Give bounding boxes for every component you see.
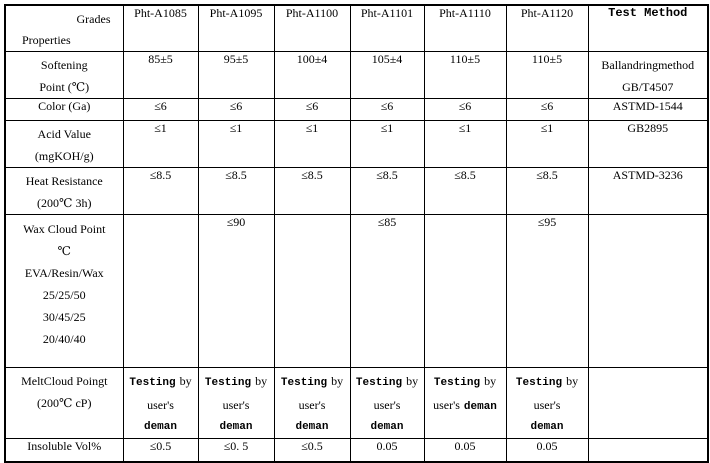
value-cell: ≤8.5 — [349, 167, 425, 215]
value-cell: Testing by user's deman — [349, 367, 425, 439]
column-header-pht-a1095: Pht-A1095 — [197, 4, 275, 52]
value-cell: ≤1 — [423, 120, 507, 168]
test-method-cell: ASTMD-3236 — [587, 167, 709, 215]
test-method-cell: GB2895 — [587, 120, 709, 168]
row-softening-point: Softening Point (℃) 85±5 95±5 100±4 105±… — [4, 51, 709, 99]
column-header-pht-a1110: Pht-A1110 — [423, 4, 507, 52]
row-color: Color (Ga) ≤6 ≤6 ≤6 ≤6 ≤6 ≤6 ASTMD-1544 — [4, 98, 709, 121]
value-cell: 95±5 — [197, 51, 275, 99]
header-corner-cell: Grades Properties — [4, 4, 124, 52]
row-label-insoluble: Insoluble Vol% — [4, 438, 124, 462]
row-label-wax-cloud-point: Wax Cloud Point ℃ EVA/Resin/Wax 25/25/50… — [4, 214, 124, 368]
product-spec-table: Grades Properties Pht-A1085 Pht-A1095 Ph… — [4, 4, 709, 463]
value-cell: ≤1 — [349, 120, 425, 168]
value-cell: ≤6 — [273, 98, 351, 121]
row-heat-resistance: Heat Resistance (200℃ 3h) ≤8.5 ≤8.5 ≤8.5… — [4, 167, 709, 215]
column-header-pht-a1100: Pht-A1100 — [273, 4, 351, 52]
test-method-cell — [587, 438, 709, 462]
value-cell: ≤8.5 — [197, 167, 275, 215]
value-cell: ≤8.5 — [273, 167, 351, 215]
value-cell: 110±5 — [505, 51, 589, 99]
value-cell: ≤6 — [505, 98, 589, 121]
value-cell: ≤90 — [197, 214, 275, 368]
test-method-cell — [587, 367, 709, 439]
value-cell — [273, 214, 351, 368]
column-header-pht-a1085: Pht-A1085 — [122, 4, 199, 52]
row-acid-value: Acid Value (mgKOH/g) ≤1 ≤1 ≤1 ≤1 ≤1 ≤1 G… — [4, 120, 709, 168]
value-cell: 100±4 — [273, 51, 351, 99]
value-cell: ≤0.5 — [122, 438, 199, 462]
value-cell: 110±5 — [423, 51, 507, 99]
header-grades-label: Grades — [76, 12, 111, 26]
value-cell: ≤6 — [122, 98, 199, 121]
value-cell: ≤1 — [122, 120, 199, 168]
value-cell: ≤95 — [505, 214, 589, 368]
value-cell: 85±5 — [122, 51, 199, 99]
row-label-heat-resistance: Heat Resistance (200℃ 3h) — [4, 167, 124, 215]
test-method-cell: Ballandringmethod GB/T4507 — [587, 51, 709, 99]
value-cell: ≤1 — [197, 120, 275, 168]
value-cell: 0.05 — [505, 438, 589, 462]
value-cell — [423, 214, 507, 368]
value-cell: ≤6 — [197, 98, 275, 121]
header-row: Grades Properties Pht-A1085 Pht-A1095 Ph… — [4, 4, 709, 52]
row-label-color: Color (Ga) — [4, 98, 124, 121]
row-label-acid-value: Acid Value (mgKOH/g) — [4, 120, 124, 168]
value-cell: Testing by user's deman — [273, 367, 351, 439]
value-cell: Testing by user's deman — [122, 367, 199, 439]
value-cell: Testing by user's deman — [505, 367, 589, 439]
value-cell: ≤8.5 — [122, 167, 199, 215]
row-label-melt-cloud-point: MeltCloud Poingt (200℃ cP) — [4, 367, 124, 439]
value-cell: Testing by user's deman — [423, 367, 507, 439]
column-header-pht-a1101: Pht-A1101 — [349, 4, 425, 52]
row-melt-cloud-point: MeltCloud Poingt (200℃ cP) Testing by use… — [4, 367, 709, 439]
value-cell: ≤6 — [349, 98, 425, 121]
value-cell: Testing by user's deman — [197, 367, 275, 439]
value-cell: ≤6 — [423, 98, 507, 121]
row-insoluble: Insoluble Vol% ≤0.5 ≤0. 5 ≤0.5 0.05 0.05… — [4, 438, 709, 462]
value-cell: 0.05 — [423, 438, 507, 462]
value-cell: ≤8.5 — [423, 167, 507, 215]
test-method-cell: ASTMD-1544 — [587, 98, 709, 121]
value-cell: ≤8.5 — [505, 167, 589, 215]
value-cell: ≤1 — [505, 120, 589, 168]
value-cell: ≤85 — [349, 214, 425, 368]
value-cell: ≤0.5 — [273, 438, 351, 462]
test-method-cell — [587, 214, 709, 368]
column-header-pht-a1120: Pht-A1120 — [505, 4, 589, 52]
header-properties-label: Properties — [22, 33, 71, 47]
value-cell: 0.05 — [349, 438, 425, 462]
column-header-test-method: Test Method — [587, 4, 709, 52]
row-wax-cloud-point: Wax Cloud Point ℃ EVA/Resin/Wax 25/25/50… — [4, 214, 709, 368]
value-cell — [122, 214, 199, 368]
value-cell: ≤0. 5 — [197, 438, 275, 462]
value-cell: ≤1 — [273, 120, 351, 168]
row-label-softening-point: Softening Point (℃) — [4, 51, 124, 99]
value-cell: 105±4 — [349, 51, 425, 99]
